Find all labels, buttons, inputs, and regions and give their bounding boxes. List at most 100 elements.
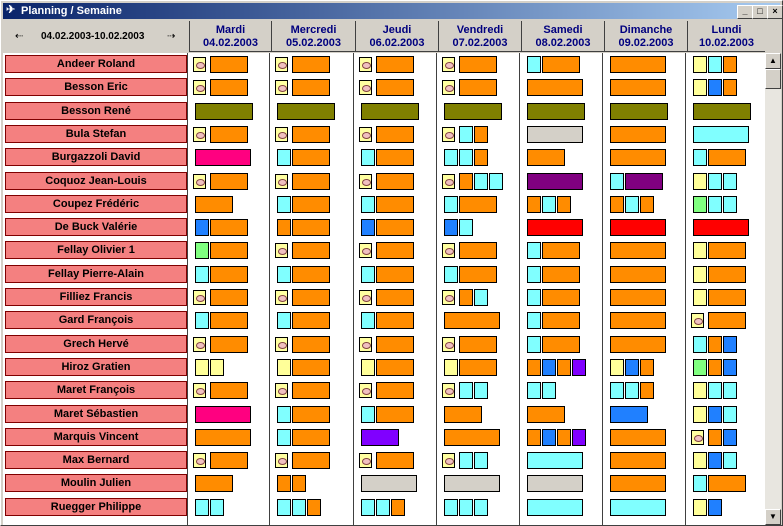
shift-block[interactable] <box>292 452 330 469</box>
employee-name[interactable]: Andeer Roland <box>5 55 187 73</box>
shift-block[interactable] <box>376 336 414 353</box>
shift-block[interactable] <box>708 173 722 190</box>
shift-block[interactable] <box>277 312 291 329</box>
employee-name[interactable]: Burgazzoli David <box>5 148 187 166</box>
shift-block[interactable] <box>625 196 639 213</box>
shift-block[interactable] <box>610 359 624 376</box>
shift-block[interactable] <box>723 196 737 213</box>
shift-block[interactable] <box>610 126 666 143</box>
shift-block[interactable] <box>610 289 666 306</box>
shift-block[interactable] <box>474 452 488 469</box>
shift-block[interactable] <box>610 173 624 190</box>
shift-block[interactable] <box>292 126 330 143</box>
shift-block[interactable] <box>292 406 330 423</box>
shift-block[interactable] <box>361 359 375 376</box>
shift-block[interactable] <box>527 382 541 399</box>
lock-icon[interactable] <box>442 127 455 142</box>
day-header-samedi[interactable]: Samedi 08.02.2003 <box>521 21 604 52</box>
shift-block[interactable] <box>210 336 248 353</box>
employee-name[interactable]: Besson René <box>5 102 187 120</box>
shift-block[interactable] <box>640 359 654 376</box>
shift-block[interactable] <box>376 79 414 96</box>
lock-icon[interactable] <box>275 453 288 468</box>
shift-block[interactable] <box>557 359 571 376</box>
shift-block[interactable] <box>527 196 541 213</box>
lock-icon[interactable] <box>275 383 288 398</box>
shift-block[interactable] <box>444 266 458 283</box>
shift-block[interactable] <box>723 452 737 469</box>
shift-block[interactable] <box>195 219 209 236</box>
shift-block[interactable] <box>292 242 330 259</box>
shift-block[interactable] <box>277 475 291 492</box>
shift-block[interactable] <box>277 103 335 120</box>
shift-block[interactable] <box>376 499 390 516</box>
shift-block[interactable] <box>708 499 722 516</box>
shift-block[interactable] <box>376 452 414 469</box>
shift-block[interactable] <box>542 56 580 73</box>
shift-block[interactable] <box>708 56 722 73</box>
shift-block[interactable] <box>459 126 473 143</box>
shift-block[interactable] <box>527 452 583 469</box>
employee-name[interactable]: Moulin Julien <box>5 474 187 492</box>
shift-block[interactable] <box>444 359 458 376</box>
shift-block[interactable] <box>693 103 751 120</box>
shift-block[interactable] <box>292 289 330 306</box>
maximize-button[interactable]: □ <box>752 5 768 19</box>
shift-block[interactable] <box>527 126 583 143</box>
shift-block[interactable] <box>210 452 248 469</box>
shift-block[interactable] <box>708 242 746 259</box>
employee-name[interactable]: Filliez Francis <box>5 288 187 306</box>
shift-block[interactable] <box>277 359 291 376</box>
shift-block[interactable] <box>277 429 291 446</box>
employee-name[interactable]: Hiroz Gratien <box>5 358 187 376</box>
prev-week-button[interactable]: ⇠ <box>15 31 24 42</box>
shift-block[interactable] <box>723 429 737 446</box>
day-header-mercredi[interactable]: Mercredi 05.02.2003 <box>271 21 355 52</box>
shift-block[interactable] <box>444 196 458 213</box>
shift-block[interactable] <box>693 242 707 259</box>
shift-block[interactable] <box>376 382 414 399</box>
shift-block[interactable] <box>693 452 707 469</box>
shift-block[interactable] <box>459 266 497 283</box>
shift-block[interactable] <box>292 475 306 492</box>
shift-block[interactable] <box>292 196 330 213</box>
shift-block[interactable] <box>195 406 251 423</box>
shift-block[interactable] <box>693 219 749 236</box>
shift-block[interactable] <box>693 126 749 143</box>
lock-icon[interactable] <box>193 383 206 398</box>
shift-block[interactable] <box>640 196 654 213</box>
lock-icon[interactable] <box>275 57 288 72</box>
lock-icon[interactable] <box>359 127 372 142</box>
shift-block[interactable] <box>527 406 565 423</box>
lock-icon[interactable] <box>691 313 704 328</box>
shift-block[interactable] <box>195 429 251 446</box>
shift-block[interactable] <box>210 79 248 96</box>
shift-block[interactable] <box>610 149 666 166</box>
employee-name[interactable]: Maret François <box>5 381 187 399</box>
shift-block[interactable] <box>376 242 414 259</box>
shift-block[interactable] <box>693 336 707 353</box>
shift-block[interactable] <box>693 266 707 283</box>
shift-block[interactable] <box>277 266 291 283</box>
shift-block[interactable] <box>210 126 248 143</box>
shift-block[interactable] <box>195 266 209 283</box>
shift-block[interactable] <box>292 266 330 283</box>
employee-name[interactable]: Maret Sébastien <box>5 405 187 423</box>
shift-block[interactable] <box>307 499 321 516</box>
shift-block[interactable] <box>610 336 666 353</box>
shift-block[interactable] <box>527 219 583 236</box>
shift-block[interactable] <box>195 475 233 492</box>
shift-block[interactable] <box>474 289 488 306</box>
shift-block[interactable] <box>210 219 248 236</box>
shift-block[interactable] <box>542 242 580 259</box>
shift-block[interactable] <box>527 242 541 259</box>
lock-icon[interactable] <box>275 243 288 258</box>
shift-block[interactable] <box>459 149 473 166</box>
shift-block[interactable] <box>610 196 624 213</box>
day-header-lundi[interactable]: Lundi 10.02.2003 <box>687 21 765 52</box>
shift-block[interactable] <box>610 219 666 236</box>
shift-block[interactable] <box>542 289 580 306</box>
shift-block[interactable] <box>195 196 233 213</box>
shift-block[interactable] <box>361 103 419 120</box>
shift-block[interactable] <box>292 382 330 399</box>
